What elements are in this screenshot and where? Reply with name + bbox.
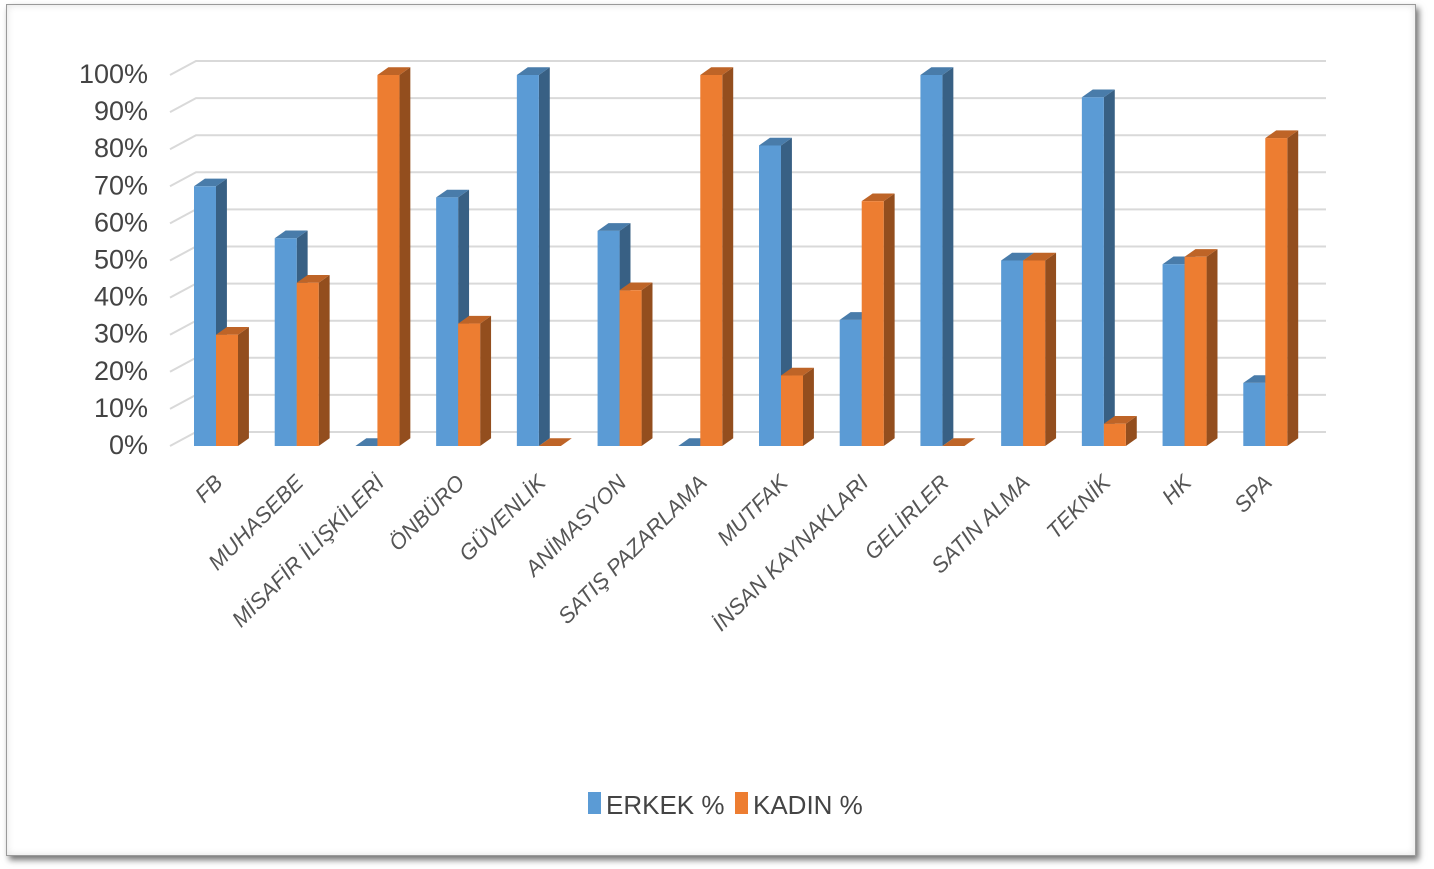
bar-erkek	[516, 67, 550, 447]
x-category-label: SPA	[1229, 470, 1277, 518]
bar-kadin	[619, 282, 653, 446]
y-tick-label: 90%	[94, 96, 148, 126]
bar-erkek	[759, 137, 792, 447]
legend-item: ERKEK %	[588, 790, 725, 820]
x-category-label: FB	[190, 470, 228, 508]
legend-label: ERKEK %	[606, 790, 725, 820]
bar-erkek	[1081, 89, 1115, 446]
gridline	[169, 245, 1326, 262]
legend-item: KADIN %	[735, 790, 863, 820]
legend-swatch	[588, 792, 601, 814]
y-axis-ticks: 0% 10% 20% 30% 40% 50% 60% 70% 80% 90% 100%	[79, 59, 148, 460]
bar-kadin	[216, 327, 249, 446]
bar-erkek	[436, 189, 470, 447]
y-tick-label: 0%	[109, 430, 148, 460]
legend-label: KADIN %	[753, 790, 863, 820]
legend-swatch	[735, 792, 748, 814]
y-tick-label: 100%	[79, 59, 148, 89]
gridline	[169, 431, 1326, 447]
gridline	[169, 319, 1326, 336]
y-tick-label: 30%	[94, 319, 148, 349]
x-category-label: İNSAN KAYNAKLARI	[707, 470, 873, 636]
bar-kadin	[700, 67, 734, 447]
bar-kadin	[861, 193, 895, 446]
x-category-label: HK	[1157, 469, 1197, 509]
bar-kadin	[942, 438, 976, 446]
bar-kadin	[1184, 249, 1218, 446]
y-tick-label: 20%	[94, 356, 148, 386]
y-tick-label: 60%	[94, 207, 148, 237]
bar-erkek	[920, 67, 954, 447]
legend: ERKEK % KADIN %	[588, 790, 863, 820]
gridline	[169, 208, 1326, 225]
y-tick-label: 70%	[94, 170, 148, 200]
x-category-label: TEKNİK	[1042, 469, 1117, 544]
gridline	[169, 134, 1326, 151]
bar-kadin	[1265, 130, 1299, 446]
bar-kadin	[781, 367, 814, 446]
gridline	[169, 171, 1326, 188]
gridline	[169, 282, 1326, 299]
y-tick-label: 40%	[94, 282, 148, 312]
x-category-label: MİSAFİR İLİŞKİLERİ	[227, 469, 390, 632]
bars	[194, 67, 1299, 447]
bar-kadin	[1103, 416, 1137, 446]
y-tick-label: 10%	[94, 393, 148, 423]
gridline	[169, 393, 1326, 410]
bar-kadin	[296, 275, 330, 446]
gridlines	[169, 60, 1326, 447]
bar-kadin	[1023, 252, 1057, 446]
gridline	[169, 97, 1326, 113]
y-tick-label: 50%	[94, 245, 148, 275]
y-tick-label: 80%	[94, 133, 148, 163]
gridline	[169, 356, 1326, 373]
bar-kadin	[458, 315, 492, 446]
x-category-label: ÖNBÜRO	[384, 470, 470, 556]
x-category-label: MUTFAK	[712, 469, 793, 550]
bar-kadin	[538, 438, 572, 446]
bar-kadin	[377, 67, 411, 447]
gridline	[169, 60, 1326, 76]
x-category-label: SATIŞ PAZARLAMA	[553, 470, 712, 629]
